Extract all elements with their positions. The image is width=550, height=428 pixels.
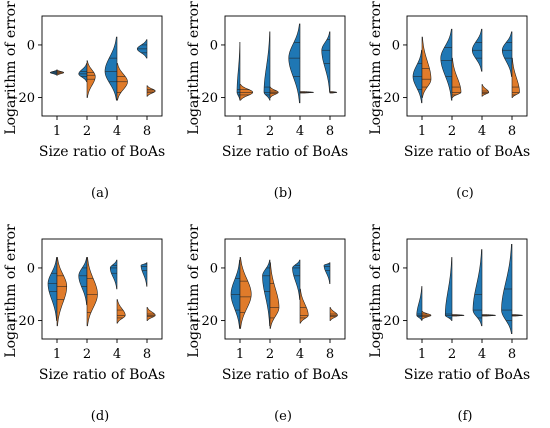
violin-right-half [56,257,68,327]
panel-4: 0 −20 1 2 4 8 Size ratio of BoAs Logarithm of e… [3,224,165,424]
x-tick-label: 8 [508,124,516,139]
x-tick-label: 1 [418,347,426,362]
x-axis-title: Size ratio of BoAs [404,144,530,160]
panel-3: 0 −20 1 2 4 8 Size ratio of BoAs Logarithm of e… [368,1,530,201]
x-tick-label: 1 [418,124,426,139]
x-tick-label: 8 [326,124,334,139]
y-tick-label: 0 [392,38,400,53]
y-tick-label: −20 [373,314,400,329]
y-tick-label: −20 [8,91,35,106]
x-axis-title: Size ratio of BoAs [39,144,165,160]
violin-left-half [262,259,271,327]
violin-left-half [444,257,453,321]
y-axis-title: Logarithm of error [3,1,19,135]
violin-left-half [321,31,331,93]
violin-left-half [78,63,88,83]
x-tick-label: 4 [478,124,486,139]
violin-left-half [288,23,301,104]
panel-label: (a) [91,186,109,201]
violin-left-half [78,257,88,306]
y-axis-title: Logarithm of error [186,224,202,358]
y-tick-label: 0 [210,261,218,276]
x-tick-label: 4 [113,124,121,139]
x-tick-label: 4 [296,124,304,139]
axes-frame [406,238,528,340]
y-axis-title: Logarithm of error [3,224,19,358]
violin-left-half [263,31,271,101]
violin-right-half [239,257,252,329]
violin-left-half [104,36,118,101]
y-tick-label: 0 [27,261,35,276]
y-tick-label: 0 [392,261,400,276]
panel-6: 0 −20 1 2 4 8 Size ratio of BoAs Logarithm of e… [368,224,530,424]
panel-label: (c) [456,186,473,201]
x-tick-label: 8 [508,347,516,362]
x-axis-title: Size ratio of BoAs [404,367,530,383]
violin-right-half [511,57,520,98]
y-tick-label: 0 [27,38,35,53]
x-tick-label: 1 [236,347,244,362]
x-tick-label: 8 [326,347,334,362]
panel-5: 0 −20 1 2 4 8 Size ratio of BoAs Logarithm of e… [186,224,348,424]
x-tick-label: 1 [53,347,61,362]
x-tick-label: 1 [53,124,61,139]
x-tick-label: 8 [143,124,151,139]
violin-right-half [421,36,432,98]
violin-left-half [292,259,301,300]
x-tick-label: 1 [236,124,244,139]
y-axis-title: Logarithm of error [186,1,202,135]
y-axis-title: Logarithm of error [368,1,384,135]
x-tick-label: 4 [113,347,121,362]
panel-label: (d) [91,409,109,424]
violin-left-half [440,28,453,101]
violin-left-half [323,262,331,285]
violin-right-half [299,288,309,324]
violin-left-half [109,259,118,290]
panel-label: (b) [274,186,292,201]
x-axis-title: Size ratio of BoAs [39,367,165,383]
violin-right-half [451,57,462,98]
x-tick-label: 2 [266,347,274,362]
violin-left-half [501,31,513,77]
panel-label: (f) [458,409,473,424]
panel-1: 0 −20 1 2 4 8 Size ratio of BoAs Logarithm of e… [3,1,165,201]
y-axis-title: Logarithm of error [368,224,384,358]
x-axis-title: Size ratio of BoAs [222,144,348,160]
y-tick-label: −20 [191,91,218,106]
axes-frame [224,15,346,117]
violin-right-half [86,257,98,327]
x-tick-label: 4 [478,347,486,362]
panel-2: 0 −20 1 2 4 8 Size ratio of BoAs Logarithm of e… [186,1,348,201]
violin-left-half [140,262,148,287]
y-tick-label: −20 [373,91,400,106]
violin-left-half [472,249,483,327]
y-tick-label: 0 [210,38,218,53]
violin-right-half [116,299,126,324]
x-tick-label: 2 [83,347,91,362]
x-tick-label: 2 [83,124,91,139]
y-tick-label: −20 [191,314,218,329]
violin-left-half [47,257,58,321]
axes-frame [406,15,528,117]
x-tick-label: 4 [296,347,304,362]
axes-frame [224,238,346,340]
x-tick-label: 2 [266,124,274,139]
axes-frame [41,238,163,340]
axes-frame [41,15,163,117]
x-tick-label: 8 [143,347,151,362]
violin-right-half [481,84,490,97]
x-tick-label: 2 [448,124,456,139]
panel-label: (e) [274,409,292,424]
y-tick-label: −20 [8,314,35,329]
violin-left-half [236,42,241,101]
x-tick-label: 2 [448,347,456,362]
x-axis-title: Size ratio of BoAs [222,367,348,383]
violin-right-half [269,262,280,329]
